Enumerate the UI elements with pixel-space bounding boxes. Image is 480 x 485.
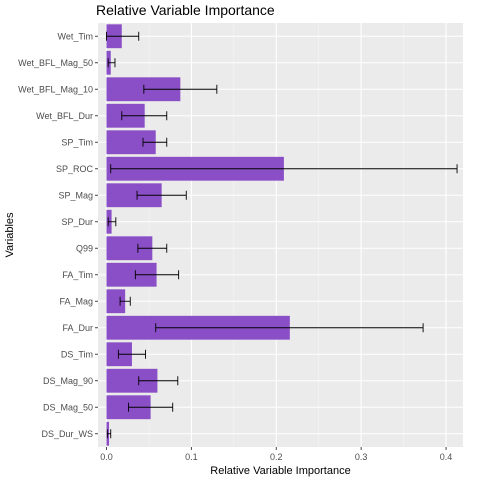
y-axis-title: Variables (4, 212, 16, 258)
error-bar-layer (106, 31, 458, 439)
y-tick-label: DS_Mag_90 (43, 376, 93, 386)
bar-SP_Mag (106, 183, 162, 208)
y-tick-label: FA_Dur (62, 323, 93, 333)
x-axis-title: Relative Variable Importance (210, 465, 350, 477)
y-tick-label: FA_Tim (62, 270, 93, 280)
x-tick-label: 0.2 (270, 452, 283, 462)
y-tick-label: SP_Mag (58, 190, 93, 200)
y-tick-label: SP_Tim (61, 137, 93, 147)
y-tick-label: SP_Dur (61, 217, 93, 227)
x-tick-label: 0.4 (440, 452, 453, 462)
x-tick-label: 0.3 (355, 452, 368, 462)
axis-layer: 0.0 0.1 0.2 0.3 0.4 Wet_Tim Wet_BFL_Mag_50 Wet_… (18, 31, 452, 462)
y-tick-label: Wet_BFL_Dur (36, 111, 93, 121)
x-tick-label: 0.0 (100, 452, 113, 462)
bar-SP_Tim (106, 130, 156, 155)
y-tick-label: SP_ROC (56, 164, 94, 174)
y-tick-label: DS_Mag_50 (43, 402, 93, 412)
bar-Q99 (106, 236, 153, 261)
y-tick-label: FA_Mag (59, 296, 93, 306)
chart-title: Relative Variable Importance (96, 2, 275, 18)
x-tick-label: 0.1 (185, 452, 198, 462)
y-tick-label: DS_Tim (61, 349, 93, 359)
bar-FA_Mag (106, 289, 126, 314)
y-tick-label: Wet_BFL_Mag_10 (18, 84, 93, 94)
y-tick-label: DS_Dur_WS (41, 429, 93, 439)
bar-FA_Tim (106, 262, 157, 287)
y-tick-label: Q99 (76, 243, 93, 253)
y-tick-label: Wet_BFL_Mag_50 (18, 58, 93, 68)
y-tick-label: Wet_Tim (57, 31, 93, 41)
bar-DS_Mag_90 (106, 368, 158, 393)
